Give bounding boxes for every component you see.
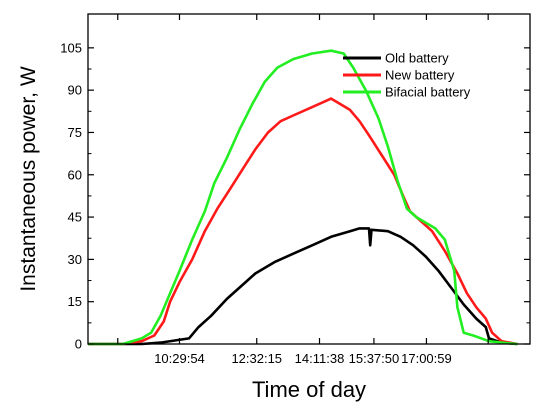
plot-lines xyxy=(88,49,518,346)
x-tick-label: 12:32:15 xyxy=(231,351,282,366)
x-tick-label: 15:37:50 xyxy=(349,351,400,366)
legend-label-bifacial-battery: Bifacial battery xyxy=(385,85,471,100)
x-tick-label: 14:11:38 xyxy=(295,351,345,366)
series-line-old-battery xyxy=(88,227,518,346)
y-tick-label: 90 xyxy=(68,83,82,98)
series-line-bifacial-battery xyxy=(88,49,518,346)
y-axis-title: Instantaneous power, W xyxy=(17,66,40,291)
x-tick-label: 10:29:54 xyxy=(154,351,205,366)
legend: Old battery New battery Bifacial battery xyxy=(343,51,471,100)
plot-frame xyxy=(87,13,531,345)
series-line-new-battery xyxy=(88,97,518,346)
legend-label-old-battery: Old battery xyxy=(385,51,449,66)
legend-label-new-battery: New battery xyxy=(385,68,455,83)
y-tick-label: 0 xyxy=(75,337,82,352)
x-tick-label: 17:00:59 xyxy=(401,351,452,366)
y-tick-label: 15 xyxy=(68,294,82,309)
x-axis: 10:29:54 12:32:15 14:11:38 15:37:50 17:00:59 xyxy=(117,14,489,366)
y-tick-label: 60 xyxy=(68,167,82,182)
y-tick-label: 105 xyxy=(60,40,82,55)
x-axis-title: Time of day xyxy=(252,377,366,402)
y-tick-label: 75 xyxy=(68,125,82,140)
y-tick-label: 45 xyxy=(68,210,82,225)
y-tick-label: 30 xyxy=(68,252,82,267)
y-axis: 0 15 30 45 60 75 90 105 xyxy=(60,40,530,352)
